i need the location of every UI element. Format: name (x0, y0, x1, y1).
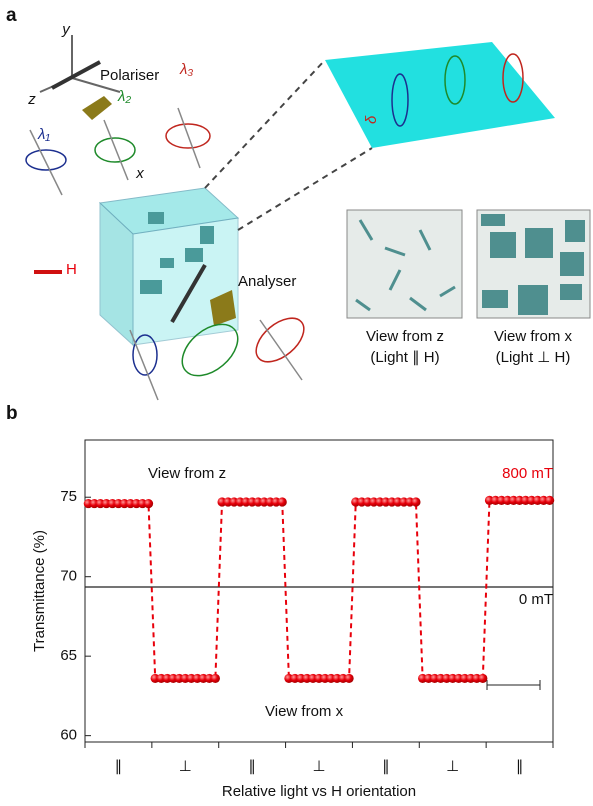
x-tick-label: ∥ (516, 758, 524, 775)
field-label: H (66, 261, 77, 278)
panel-label: b (6, 403, 18, 424)
view-title: View from x (494, 328, 573, 345)
annotation: View from x (265, 703, 344, 720)
data-point (210, 673, 220, 684)
wavelength-label: λ₁ (37, 126, 50, 143)
x-tick-label: ∥ (115, 758, 123, 775)
delta-label: δ (363, 115, 380, 124)
y-tick-label: 75 (60, 488, 77, 505)
panel-label: a (6, 5, 17, 26)
y-tick-label: 65 (60, 647, 77, 664)
axis-label: x (135, 165, 144, 182)
wavelength-label: λ₃ (179, 61, 193, 78)
annotation: 800 mT (502, 465, 553, 482)
wavelength-label: λ₂ (117, 88, 131, 105)
view-condition: (Light ∥ H) (370, 349, 439, 366)
y-tick-label: 60 (60, 727, 77, 744)
x-tick-label: ⊥ (312, 758, 325, 775)
analyser-label: Analyser (238, 273, 296, 290)
data-point (545, 495, 555, 505)
axis-label: y (61, 21, 71, 38)
data-point (411, 497, 421, 507)
polariser-label: Polariser (100, 67, 159, 84)
data-point (143, 498, 154, 509)
data-point (344, 673, 354, 684)
x-tick-label: ∥ (382, 758, 390, 775)
illustration (25, 35, 591, 401)
x-tick-label: ⊥ (179, 758, 192, 775)
annotation: 0 mT (519, 591, 553, 608)
x-axis-label: Relative light vs H orientation (222, 783, 416, 800)
axis-label: z (27, 91, 36, 108)
data-point (478, 673, 488, 684)
series-line (88, 499, 550, 680)
view-title: View from z (366, 328, 444, 345)
annotation: View from z (148, 465, 226, 482)
y-axis-label: Transmittance (%) (31, 530, 48, 652)
x-tick-label: ∥ (248, 758, 256, 775)
plot-frame (84, 439, 554, 743)
data-point (277, 497, 287, 507)
view-condition: (Light ⊥ H) (496, 349, 571, 366)
x-tick-label: ⊥ (446, 758, 459, 775)
y-tick-label: 70 (60, 568, 77, 585)
